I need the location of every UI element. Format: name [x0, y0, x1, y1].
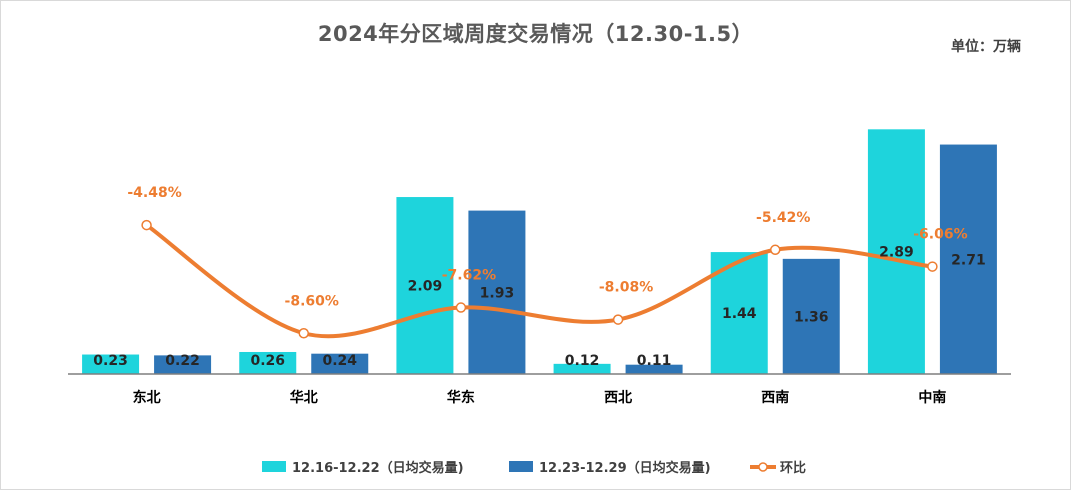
bar-value-label: 0.12 — [565, 353, 600, 369]
category-label: 中南 — [918, 389, 946, 406]
bar-2-西北 — [625, 364, 683, 374]
legend-label: 环比 — [780, 460, 806, 476]
mom-label: -5.42% — [756, 210, 810, 226]
bar-value-label: 0.26 — [250, 353, 285, 369]
category-label: 西南 — [761, 389, 789, 406]
mom-point — [455, 302, 467, 313]
mom-label: -4.48% — [127, 185, 181, 201]
mom-point — [612, 314, 624, 325]
category-label: 华东 — [447, 389, 475, 406]
mom-label: -7.62% — [442, 268, 496, 284]
chart-title: 2024年分区域周度交易情况（12.30-1.5） — [317, 22, 754, 46]
bar-value-label: 2.09 — [408, 279, 443, 295]
mom-label: -8.08% — [599, 280, 653, 296]
bar-value-label: 2.71 — [951, 252, 986, 268]
bar-value-label: 1.36 — [794, 309, 829, 325]
mom-point — [927, 261, 938, 272]
bar-value-label: 2.89 — [879, 245, 914, 261]
mom-point — [141, 219, 152, 231]
bar-1-华东 — [396, 197, 454, 374]
bar-2-中南 — [939, 144, 997, 374]
bar-value-label: 0.24 — [322, 353, 357, 369]
bar-2-西南 — [782, 258, 840, 374]
legend-swatch — [509, 461, 533, 472]
legend-swatch — [262, 461, 286, 472]
mom-line — [144, 223, 935, 339]
category-label: 华北 — [290, 389, 318, 406]
bar-value-label: 1.44 — [722, 306, 757, 322]
category-label: 西北 — [604, 390, 632, 406]
mom-label: -6.06% — [913, 227, 967, 243]
mom-point — [770, 244, 781, 256]
bar-1-中南 — [867, 129, 925, 374]
bar-value-label: 1.93 — [480, 285, 515, 301]
bar-1-东北 — [82, 354, 140, 374]
bar-2-东北 — [154, 355, 212, 374]
category-label: 东北 — [133, 389, 161, 406]
legend-label: 12.16-12.22（日均交易量) — [292, 460, 464, 476]
mom-label: -8.60% — [285, 293, 339, 309]
legend-label: 12.23-12.29（日均交易量) — [539, 460, 711, 476]
mom-point — [298, 328, 309, 339]
bar-1-西北 — [553, 363, 611, 374]
bar-value-label: 0.11 — [637, 353, 672, 369]
bar-2-华东 — [468, 210, 526, 374]
bar-value-label: 0.22 — [165, 353, 200, 369]
bar-1-华北 — [239, 351, 297, 374]
bar-value-label: 0.23 — [93, 353, 128, 369]
unit-label: 单位：万辆 — [951, 39, 1021, 55]
bar-2-华北 — [311, 353, 369, 374]
legend-swatch-marker — [758, 462, 768, 472]
